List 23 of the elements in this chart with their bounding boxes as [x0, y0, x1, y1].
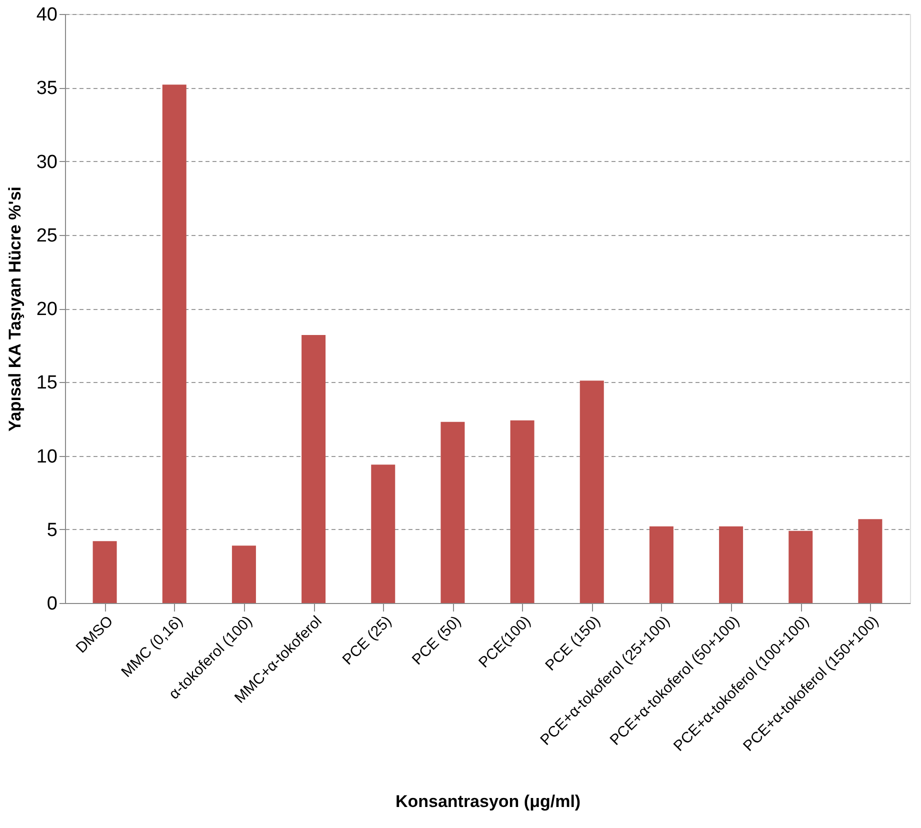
bar	[92, 541, 117, 603]
bar	[440, 422, 465, 603]
bar	[719, 526, 744, 603]
y-tick-label: 0	[46, 594, 58, 614]
bar	[232, 546, 256, 603]
bar	[510, 420, 534, 603]
bar	[162, 84, 186, 603]
bar	[580, 380, 604, 603]
bar	[858, 519, 882, 603]
y-tick-label: 10	[36, 446, 58, 468]
y-tick-label: 35	[36, 78, 58, 100]
x-axis-title: Konsantrasyon (μg/ml)	[395, 792, 581, 812]
y-tick-label: 5	[46, 520, 58, 541]
bar	[649, 526, 674, 603]
y-tick-label: 30	[36, 152, 58, 173]
y-tick-label: 40	[36, 4, 58, 26]
y-tick-label: 25	[36, 225, 58, 246]
bar	[371, 464, 396, 603]
y-tick-label: 15	[36, 372, 58, 394]
bar	[788, 530, 813, 603]
y-axis-title: Yapısal KA Taşıyan Hücre %'si	[5, 186, 24, 432]
bar	[302, 335, 326, 603]
y-tick-label: 20	[36, 299, 58, 320]
